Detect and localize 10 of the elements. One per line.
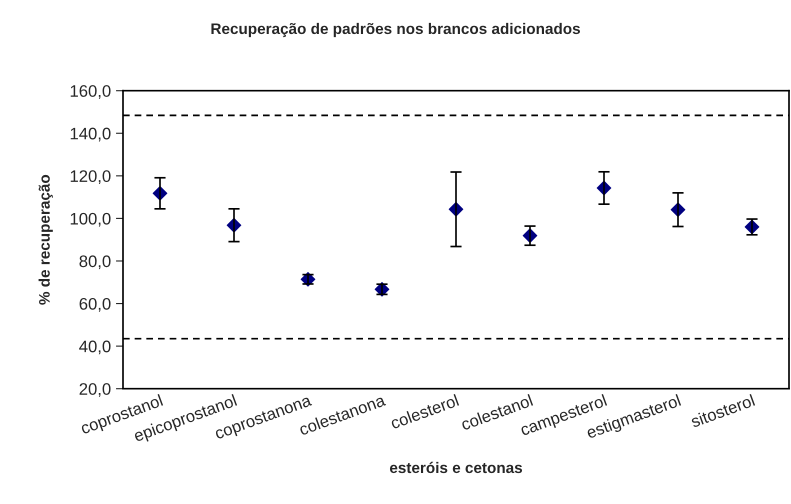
- y-axis-title: % de recuperação: [38, 174, 53, 305]
- y-tick-label: 140,0: [70, 128, 111, 142]
- y-tick-label: 40,0: [79, 340, 111, 354]
- y-tick-label: 120,0: [70, 170, 111, 184]
- y-tick-label: 160,0: [70, 85, 111, 99]
- y-tick-label: 80,0: [79, 255, 111, 270]
- x-axis-title: esteróis e cetonas: [390, 462, 522, 474]
- chart-title: Recuperação de padrões nos brancos adicionados: [211, 22, 580, 38]
- y-tick-label: 100,0: [70, 212, 111, 227]
- y-tick-label: 60,0: [80, 298, 111, 312]
